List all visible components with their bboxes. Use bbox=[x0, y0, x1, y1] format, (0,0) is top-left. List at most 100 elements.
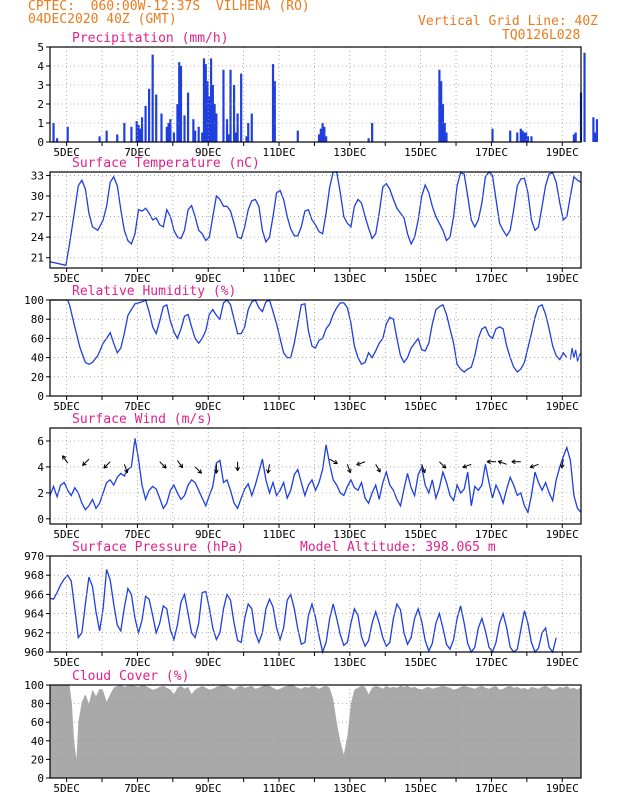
y-tick-label: 100 bbox=[24, 679, 44, 692]
x-tick-label: 17DEC bbox=[475, 146, 508, 159]
precip-bar bbox=[519, 128, 522, 142]
x-tick-label: 9DEC bbox=[195, 400, 222, 413]
x-tick-label: 13DEC bbox=[333, 782, 366, 795]
x-tick-label: 19DEC bbox=[546, 400, 579, 413]
wind-arrow-head bbox=[214, 469, 219, 474]
precip-bar bbox=[250, 113, 253, 142]
x-tick-label: 9DEC bbox=[195, 656, 222, 669]
temp-line bbox=[49, 171, 582, 267]
x-tick-label: 15DEC bbox=[404, 146, 437, 159]
precip-bar bbox=[296, 130, 299, 142]
precip-bar bbox=[225, 119, 229, 142]
pres-title: Surface Pressure (hPa) bbox=[72, 540, 244, 555]
header-right-2: TQ0126L028 bbox=[502, 28, 581, 43]
precip-bar bbox=[197, 126, 200, 142]
wind-arrow-head bbox=[441, 464, 447, 469]
x-tick-label: 17DEC bbox=[475, 400, 508, 413]
precip-bar bbox=[140, 117, 144, 142]
precip-bar bbox=[572, 134, 576, 142]
wind-arrow bbox=[346, 464, 351, 473]
x-tick-label: 15DEC bbox=[404, 528, 437, 541]
precip-bar bbox=[135, 121, 138, 142]
x-tick-label: 7DEC bbox=[124, 272, 151, 285]
wind-arrow-head bbox=[333, 459, 338, 465]
precip-bar bbox=[491, 128, 494, 142]
precip-bar bbox=[165, 126, 168, 142]
wind-arrow-head bbox=[162, 464, 167, 469]
precip-bar bbox=[371, 123, 374, 142]
x-tick-label: 13DEC bbox=[333, 400, 366, 413]
precip-bar bbox=[66, 126, 69, 142]
y-tick-label: 6 bbox=[37, 435, 44, 448]
y-tick-label: 80 bbox=[31, 313, 44, 326]
x-tick-label: 15DEC bbox=[404, 400, 437, 413]
x-tick-label: 17DEC bbox=[475, 528, 508, 541]
wind-arrow-head bbox=[421, 468, 426, 474]
x-tick-label: 15DEC bbox=[404, 782, 437, 795]
wind-arrow-head bbox=[124, 468, 129, 474]
x-tick-label: 17DEC bbox=[475, 782, 508, 795]
precip-bar bbox=[148, 88, 151, 142]
x-tick-label: 5DEC bbox=[53, 782, 80, 795]
precip-bar bbox=[234, 132, 237, 142]
precip-bar bbox=[192, 119, 195, 142]
wind-panel: 0 2 4 6 5DEC 7DEC 9DEC 11DEC 13DEC 15DEC 17DEC 19DE… bbox=[37, 412, 582, 541]
rh-frame bbox=[49, 299, 582, 397]
wind-arrow-head bbox=[103, 464, 108, 469]
wind-frame bbox=[49, 427, 582, 525]
header-line-1: CPTEC: 060:00W-12:37S VILHENA (RO) bbox=[28, 0, 310, 14]
x-tick-label: 7DEC bbox=[124, 146, 151, 159]
wind-arrow-head bbox=[235, 466, 240, 471]
precip-bar bbox=[273, 81, 276, 142]
precip-bar bbox=[592, 117, 595, 142]
y-tick-label: 100 bbox=[24, 294, 44, 307]
x-tick-label: 7DEC bbox=[124, 656, 151, 669]
precip-bar bbox=[178, 62, 181, 143]
pres-extra: Model Altitude: 398.065 m bbox=[300, 540, 496, 555]
wind-arrow bbox=[123, 464, 128, 473]
precip-bar bbox=[204, 64, 207, 142]
precip-bar bbox=[445, 132, 448, 142]
y-tick-label: 80 bbox=[31, 698, 44, 711]
wind-arrow bbox=[462, 463, 472, 468]
rh-panel: 0 20 40 60 80 100 5DEC 7DEC 9DEC 11DEC 13DEC 15DEC 1… bbox=[24, 284, 582, 413]
y-tick-label: 5 bbox=[37, 41, 44, 54]
precip-bar bbox=[201, 132, 204, 142]
x-tick-label: 19DEC bbox=[546, 656, 579, 669]
precip-bar bbox=[530, 136, 533, 142]
y-tick-label: 3 bbox=[37, 79, 44, 92]
y-tick-label: 2 bbox=[37, 98, 44, 111]
x-tick-label: 17DEC bbox=[475, 656, 508, 669]
precip-bar bbox=[229, 69, 232, 142]
precip-bar bbox=[240, 73, 243, 142]
x-tick-label: 9DEC bbox=[195, 782, 222, 795]
wind-arrow bbox=[82, 458, 90, 466]
y-tick-label: 0 bbox=[37, 772, 44, 785]
precip-bar bbox=[116, 134, 119, 142]
pres-frame bbox=[49, 555, 582, 653]
x-tick-label: 9DEC bbox=[195, 528, 222, 541]
y-tick-label: 27 bbox=[31, 211, 44, 224]
x-tick-label: 7DEC bbox=[124, 400, 151, 413]
precip-panel: 0 1 2 3 4 5 5DEC 7DEC 9DEC 11DEC 13DEC 15DEC 17DEC 19… bbox=[37, 31, 599, 159]
y-tick-label: 962 bbox=[24, 627, 44, 640]
precip-bar bbox=[130, 126, 133, 142]
y-tick-label: 21 bbox=[31, 252, 44, 265]
precip-bar bbox=[208, 96, 211, 142]
wind-arrow bbox=[267, 464, 270, 474]
precip-bar bbox=[325, 136, 328, 142]
wind-arrow-head bbox=[529, 464, 535, 469]
wind-arrow-head bbox=[347, 468, 352, 474]
temp-panel: 21 24 27 30 33 5DEC 7DEC 9DEC 11DEC 13DEC 15DEC 17D… bbox=[31, 156, 582, 285]
precip-bar bbox=[98, 136, 101, 142]
precip-bar bbox=[443, 123, 446, 142]
precip-bar bbox=[594, 132, 597, 142]
header-right-1: Vertical Grid Line: 40Z bbox=[418, 14, 599, 29]
precip-bar bbox=[525, 132, 528, 142]
y-tick-label: 60 bbox=[31, 332, 44, 345]
wind-arrow-head bbox=[62, 455, 67, 460]
precip-bar bbox=[167, 123, 170, 142]
wind-arrow-head bbox=[178, 463, 184, 469]
y-tick-label: 20 bbox=[31, 371, 44, 384]
precip-bar bbox=[215, 113, 218, 142]
